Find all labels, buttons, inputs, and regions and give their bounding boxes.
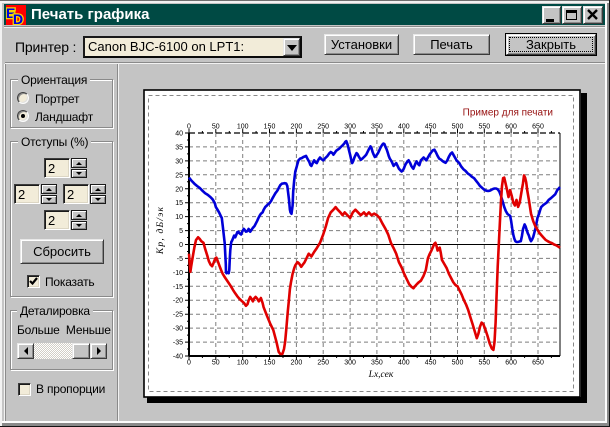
svg-text:-5: -5 (177, 256, 183, 263)
svg-text:300: 300 (344, 124, 356, 131)
svg-text:150: 150 (264, 124, 276, 131)
svg-text:50: 50 (212, 360, 220, 367)
svg-text:50: 50 (212, 124, 220, 131)
svg-text:350: 350 (371, 360, 383, 367)
svg-text:450: 450 (425, 360, 437, 367)
svg-text:400: 400 (398, 124, 410, 131)
svg-text:-40: -40 (173, 354, 183, 361)
svg-text:250: 250 (317, 360, 329, 367)
svg-text:-25: -25 (173, 312, 183, 319)
svg-text:250: 250 (317, 124, 329, 131)
svg-text:300: 300 (344, 360, 356, 367)
svg-text:600: 600 (505, 124, 517, 131)
svg-text:25: 25 (175, 172, 183, 179)
svg-text:10: 10 (175, 214, 183, 221)
svg-text:E: E (6, 5, 15, 21)
svg-text:Кр, дБ/эк: Кр, дБ/эк (155, 206, 166, 255)
svg-text:-35: -35 (173, 340, 183, 347)
svg-text:0: 0 (179, 242, 183, 249)
svg-text:40: 40 (175, 131, 183, 138)
svg-text:-30: -30 (173, 326, 183, 333)
svg-text:100: 100 (237, 360, 249, 367)
svg-text:550: 550 (478, 124, 490, 131)
svg-text:20: 20 (175, 186, 183, 193)
svg-text:5: 5 (179, 228, 183, 235)
svg-text:450: 450 (425, 124, 437, 131)
svg-text:500: 500 (452, 124, 464, 131)
svg-text:D: D (13, 11, 23, 25)
svg-text:-20: -20 (173, 298, 183, 305)
svg-text:Пример для печати: Пример для печати (463, 108, 553, 119)
svg-text:600: 600 (505, 360, 517, 367)
svg-text:Lx,сек: Lx,сек (368, 370, 394, 380)
svg-text:30: 30 (175, 158, 183, 165)
svg-text:100: 100 (237, 124, 249, 131)
svg-text:D: D (13, 11, 23, 25)
svg-text:200: 200 (291, 360, 303, 367)
svg-text:150: 150 (264, 360, 276, 367)
svg-text:200: 200 (291, 124, 303, 131)
svg-text:400: 400 (398, 360, 410, 367)
svg-text:0: 0 (187, 124, 191, 131)
svg-text:550: 550 (478, 360, 490, 367)
svg-text:35: 35 (175, 144, 183, 151)
svg-text:650: 650 (532, 360, 544, 367)
svg-text:-15: -15 (173, 284, 183, 291)
svg-text:E: E (6, 5, 15, 21)
svg-text:0: 0 (187, 360, 191, 367)
svg-text:350: 350 (371, 124, 383, 131)
svg-text:650: 650 (532, 124, 544, 131)
svg-text:-10: -10 (173, 270, 183, 277)
svg-text:500: 500 (452, 360, 464, 367)
svg-text:15: 15 (175, 200, 183, 207)
